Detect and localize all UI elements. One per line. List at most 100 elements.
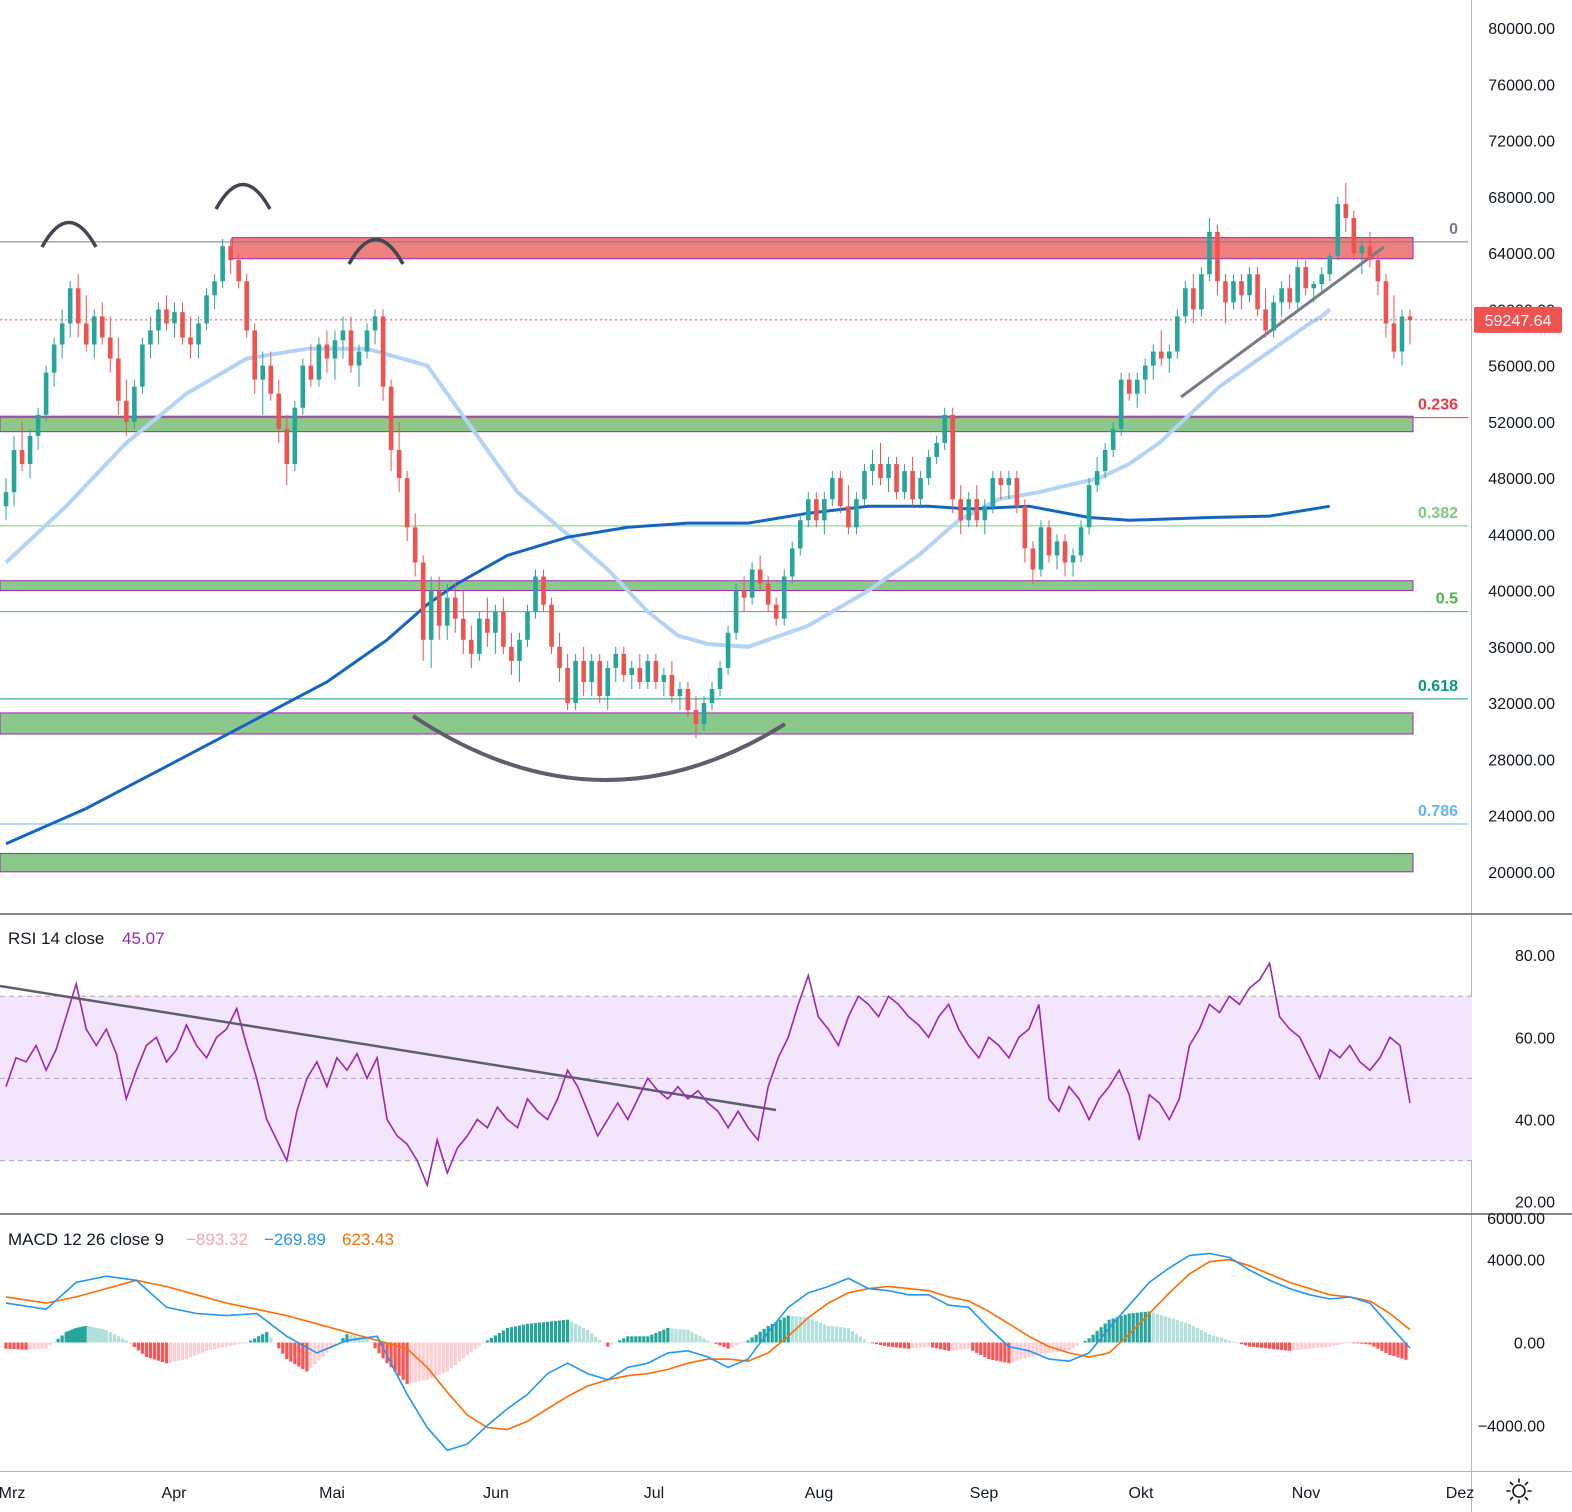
macd-hist-bar — [140, 1342, 144, 1354]
macd-hist-bar — [822, 1324, 826, 1343]
candle-body-73 — [589, 660, 594, 682]
macd-hist-bar — [261, 1334, 265, 1343]
candle-body-143 — [1150, 351, 1156, 366]
macd-hist-bar — [854, 1333, 859, 1343]
macd-hist-bar — [449, 1342, 453, 1369]
price-panel[interactable]: 0 0.236 0.382 0.5 0.618 0.786 — [0, 182, 1472, 873]
macd-hist-bar — [1107, 1319, 1111, 1343]
macd-hist-bar — [28, 1342, 32, 1350]
candle-body-107 — [862, 471, 867, 500]
candle-body-75 — [605, 667, 611, 697]
macd-hist-bar — [786, 1315, 790, 1343]
price-tick-10: 40000.00 — [1488, 584, 1555, 601]
macd-hist-bar — [967, 1342, 971, 1349]
macd-hist-bar — [730, 1342, 734, 1348]
time-tick-0: Mrz — [0, 1485, 25, 1502]
candle-body-39 — [316, 344, 322, 380]
macd-hist-bar — [1239, 1342, 1244, 1345]
macd-hist-bar — [513, 1326, 518, 1343]
macd-hist-bar — [826, 1325, 830, 1343]
macd-hist-bar — [810, 1319, 814, 1343]
rsi-axis[interactable]: 80.00 60.00 40.00 20.00 — [1515, 948, 1555, 1212]
macd-hist-bar — [1019, 1342, 1023, 1360]
macd-panel[interactable]: MACD 12 26 close 9 −893.32 −269.89 623.4… — [4, 1230, 1411, 1452]
candle-body-154 — [1239, 281, 1244, 296]
macd-hist-bar — [469, 1342, 473, 1353]
macd-hist-bar — [8, 1342, 12, 1349]
macd-hist-bar — [766, 1325, 770, 1343]
price-tick-7: 52000.00 — [1488, 415, 1555, 432]
macd-hist-bar — [1280, 1342, 1284, 1350]
price-zones — [0, 237, 1414, 873]
macd-hist-bar — [782, 1317, 786, 1343]
macd-hist-bar — [714, 1342, 718, 1344]
macd-hist-bar — [168, 1342, 173, 1363]
head-arc — [214, 182, 272, 210]
candle-body-164 — [1319, 274, 1325, 285]
candle-body-100 — [805, 499, 811, 521]
macd-hist-bar — [770, 1323, 774, 1343]
candle-body-153 — [1231, 281, 1236, 303]
macd-hist-bar — [834, 1326, 838, 1343]
candle-body-68 — [549, 604, 554, 647]
candle-body-14 — [116, 358, 121, 401]
macd-hist-bar — [389, 1342, 393, 1368]
candle-body-115 — [926, 457, 931, 479]
macd-hist-bar — [594, 1336, 598, 1343]
macd-hist-bar — [176, 1342, 181, 1361]
macd-hist-bar — [473, 1342, 477, 1350]
rsi-panel[interactable]: RSI 14 close 45.07 — [0, 929, 1472, 1188]
time-axis[interactable]: Mrz Apr Mai Jun Jul Aug Sep Okt Nov Dez — [0, 1485, 1474, 1502]
price-tick-13: 28000.00 — [1488, 752, 1555, 769]
macd-hist-bar — [778, 1319, 782, 1343]
macd-legend-title[interactable]: MACD 12 26 close 9 — [8, 1230, 164, 1249]
candle-body-3 — [27, 435, 33, 465]
sun-settings-icon[interactable] — [1506, 1478, 1532, 1504]
macd-hist-bar — [1352, 1342, 1356, 1344]
candle-body-89 — [717, 667, 723, 690]
macd-axis[interactable]: 6000.00 4000.00 0.00 −4000.00 — [1478, 1211, 1545, 1435]
candle-body-79 — [637, 667, 643, 682]
candle-body-122 — [982, 506, 988, 521]
candle-body-144 — [1158, 351, 1164, 359]
macd-hist-bar — [421, 1342, 425, 1381]
macd-hist-bar — [798, 1316, 802, 1343]
fib-label-0: 0 — [1449, 221, 1458, 238]
candle-body-45 — [364, 330, 370, 352]
price-axis[interactable]: 80000.00 76000.00 72000.00 68000.00 64000.00… — [1488, 21, 1555, 882]
candle-body-52 — [420, 562, 426, 640]
macd-hist-bar — [277, 1342, 281, 1349]
macd-hist-bar — [666, 1327, 670, 1343]
candle-body-25 — [204, 295, 209, 324]
candle-body-69 — [557, 646, 562, 668]
macd-hist-bar — [453, 1342, 457, 1365]
macd-hist-bar — [301, 1342, 305, 1370]
macd-hist-bar — [1111, 1318, 1115, 1343]
macd-hist-bar — [269, 1337, 273, 1343]
candle-body-64 — [517, 639, 522, 661]
macd-hist-bar — [862, 1339, 867, 1343]
candle-body-114 — [918, 478, 923, 500]
rsi-tick-2: 40.00 — [1515, 1112, 1555, 1129]
fib-label-5: 0.786 — [1418, 803, 1458, 820]
candle-body-4 — [35, 414, 41, 436]
macd-hist-bar — [1388, 1342, 1392, 1355]
macd-hist-bar — [1276, 1342, 1280, 1350]
candle-body-10 — [83, 323, 89, 345]
rsi-legend-title[interactable]: RSI 14 close — [8, 929, 104, 948]
macd-hist-bar — [196, 1342, 201, 1355]
macd-hist-bar — [658, 1331, 662, 1343]
macd-hist-bar — [457, 1342, 461, 1362]
rsi-tick-1: 60.00 — [1515, 1030, 1555, 1047]
macd-hist-bar — [987, 1342, 991, 1360]
candle-body-110 — [886, 464, 891, 479]
macd-hist-bar — [1155, 1313, 1159, 1343]
candle-body-109 — [878, 464, 883, 479]
macd-hist-bar — [1071, 1342, 1075, 1349]
price-tick-8: 48000.00 — [1488, 471, 1555, 488]
macd-hist-bar — [750, 1337, 754, 1343]
macd-hist-bar — [102, 1329, 106, 1343]
macd-hist-bar — [249, 1340, 253, 1343]
candle-body-104 — [838, 478, 843, 507]
macd-hist-bar — [1288, 1342, 1292, 1351]
